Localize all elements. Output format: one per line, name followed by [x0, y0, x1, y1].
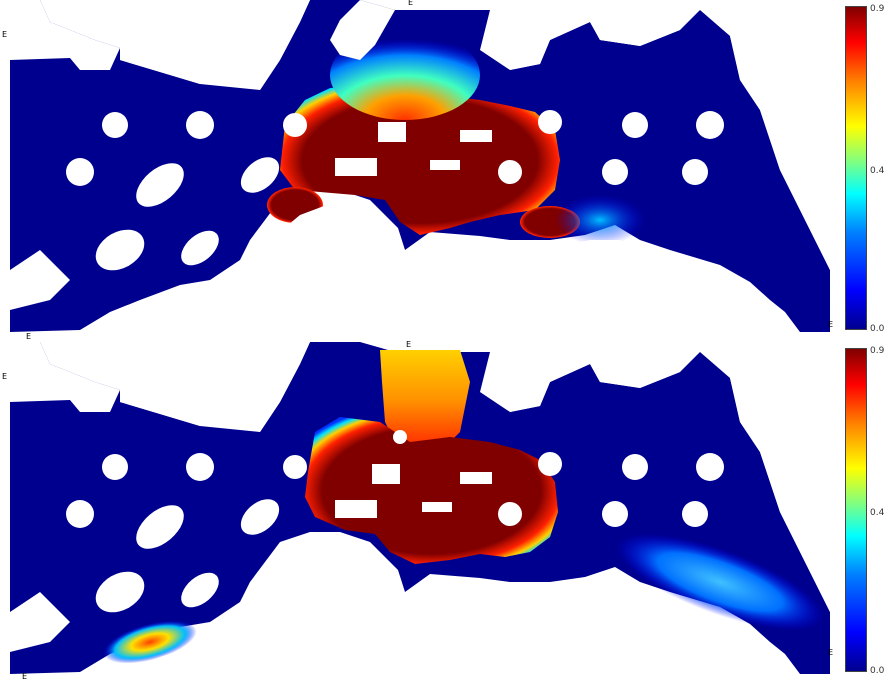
bottom-heatmap-svg	[10, 342, 830, 674]
land-south-west	[10, 592, 70, 652]
top-edge-mark-south: E	[26, 332, 32, 341]
land-top-left	[10, 342, 120, 412]
bottom-edge-mark-south: E	[22, 672, 28, 681]
land-north-east	[490, 0, 700, 70]
top-colorbar-max-label: 0.9	[870, 4, 884, 14]
hot-zone	[280, 86, 560, 235]
land-strait	[330, 0, 395, 60]
top-heatmap-svg	[10, 0, 830, 332]
bottom-colorbar-max-label: 0.9	[870, 346, 884, 356]
bottom-map-panel: 0.9 0.45 0.0 E E E E	[0, 340, 884, 684]
bottom-heatmap	[10, 342, 830, 674]
land-north	[120, 342, 310, 432]
bottom-edge-mark-east: E	[828, 648, 834, 657]
bottom-colorbar	[845, 348, 867, 672]
top-colorbar	[845, 6, 867, 330]
top-map-panel: 0.9 0.45 0.0 E E E E	[2, 0, 884, 341]
top-edge-mark-west: E	[2, 30, 8, 39]
blue-glow	[555, 195, 645, 245]
top-heatmap	[10, 0, 830, 332]
islands	[66, 430, 724, 613]
land-east	[730, 0, 830, 270]
top-edge-mark-east: E	[828, 320, 834, 329]
hot-spot-southwest	[103, 620, 197, 664]
land-south	[120, 542, 790, 674]
bottom-edge-mark-north: E	[406, 340, 412, 349]
strait-plume	[380, 350, 470, 452]
plume-east	[616, 533, 824, 631]
land-north	[120, 0, 310, 90]
bottom-colorbar-mid-label: 0.45	[870, 508, 884, 518]
land-south-west	[10, 250, 70, 310]
hot-zone	[305, 417, 558, 564]
islands	[66, 110, 724, 271]
bottom-colorbar-min-label: 0.0	[870, 666, 884, 676]
top-colorbar-min-label: 0.0	[870, 324, 884, 334]
top-colorbar-mid-label: 0.45	[870, 166, 884, 176]
top-edge-mark-north: E	[408, 0, 414, 7]
land-south	[120, 200, 790, 332]
bottom-edge-mark-west: E	[2, 372, 8, 381]
land-east	[730, 342, 830, 612]
land-north-east	[490, 342, 700, 412]
land-top-left	[10, 0, 120, 70]
